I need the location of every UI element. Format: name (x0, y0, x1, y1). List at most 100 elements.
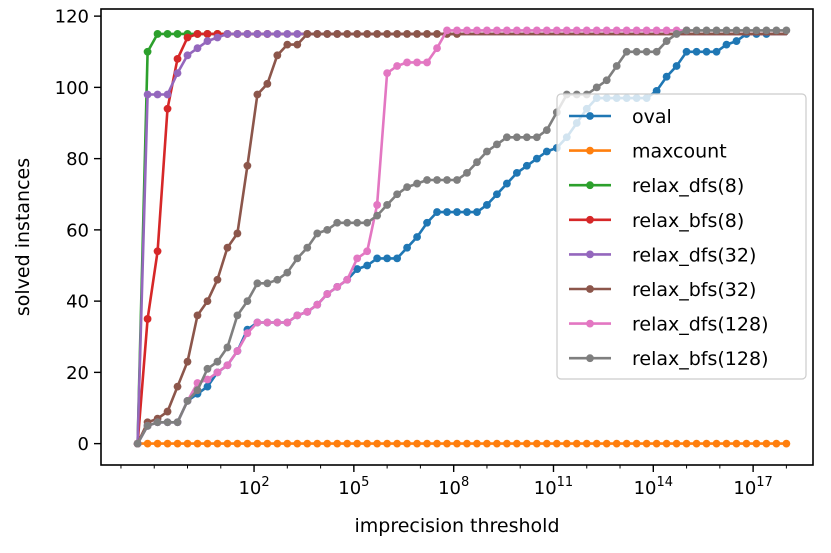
legend-marker (586, 285, 594, 293)
series-point (303, 307, 312, 316)
series-point (443, 439, 451, 448)
series-point (263, 439, 272, 448)
series-point (672, 62, 681, 70)
series-point (682, 26, 691, 35)
series-point (692, 439, 701, 448)
series-point (602, 26, 611, 35)
series-point (343, 439, 352, 448)
series-point (153, 90, 162, 99)
series-point (433, 208, 441, 216)
series-point (303, 439, 312, 448)
series-point (423, 30, 431, 38)
series-point (293, 254, 302, 263)
series-point (373, 254, 382, 263)
series-point (413, 179, 421, 188)
series-point (273, 318, 282, 327)
series-point (273, 439, 282, 448)
series-point (293, 30, 302, 38)
series-point (223, 361, 232, 370)
legend-label: relax_bfs(8) (632, 210, 744, 232)
series-point (253, 279, 262, 288)
series-point (323, 30, 332, 38)
series-point (572, 26, 581, 35)
series-point (642, 47, 651, 56)
x-tick-exponent: 17 (756, 475, 773, 490)
series-point (712, 439, 721, 448)
series-point (253, 318, 262, 327)
series-point (503, 179, 511, 188)
series-point (552, 26, 561, 35)
series-point (483, 26, 491, 35)
series-point (672, 439, 681, 448)
series-point (532, 26, 541, 35)
series-point (622, 26, 631, 35)
series-point (443, 176, 451, 184)
series-point (293, 439, 302, 448)
x-tick-exponent: 8 (461, 475, 469, 490)
series-point (782, 439, 791, 448)
series-point (503, 439, 511, 448)
series-point (512, 168, 521, 177)
series-point (662, 439, 671, 448)
y-axis-label: solved instances (12, 158, 34, 316)
series-point (383, 254, 392, 263)
series-point (193, 439, 202, 448)
series-point (153, 439, 162, 448)
series-point (712, 47, 721, 56)
series-point (522, 161, 531, 170)
series-point (742, 26, 751, 35)
y-tick-label: 120 (55, 7, 89, 28)
series-point (323, 225, 332, 234)
legend-label: maxcount (632, 141, 727, 163)
series-point (702, 26, 711, 35)
x-tick-label: 105 (338, 475, 369, 499)
series-point (193, 386, 202, 395)
series-point (493, 26, 501, 35)
x-tick-exponent: 5 (361, 475, 369, 490)
series-point (203, 30, 212, 38)
series-point (403, 183, 411, 192)
y-tick-label: 40 (66, 292, 89, 313)
series-point (433, 30, 441, 38)
series-point (542, 26, 551, 35)
series-point (562, 26, 571, 35)
x-tick-exponent: 11 (557, 475, 574, 490)
series-point (652, 47, 661, 56)
series-point (313, 439, 322, 448)
series-point (702, 439, 711, 448)
series-point (542, 126, 551, 135)
series-point (572, 439, 581, 448)
series-point (283, 318, 292, 327)
series-point (622, 47, 631, 56)
series-point (173, 30, 182, 38)
y-tick-label: 60 (66, 220, 89, 241)
series-point (762, 439, 771, 448)
series-point (532, 154, 541, 163)
series-point (173, 439, 182, 448)
legend-label: relax_bfs(32) (632, 279, 756, 301)
series-point (473, 439, 481, 448)
series-point (373, 439, 382, 448)
x-tick-base: 10 (534, 478, 557, 499)
series-point (183, 396, 192, 405)
series-point (353, 30, 362, 38)
series-point (263, 30, 272, 38)
series-point (413, 233, 421, 241)
series-point (263, 318, 272, 327)
x-tick-base: 10 (438, 478, 461, 499)
series-point (153, 418, 162, 427)
series-point (303, 243, 312, 252)
legend-marker (586, 319, 594, 328)
series-point (702, 47, 711, 56)
series-point (363, 30, 372, 38)
series-point (203, 364, 212, 373)
series-point (233, 30, 242, 38)
series-point (273, 51, 282, 60)
series-point (522, 133, 531, 142)
x-tick-label: 102 (238, 475, 269, 499)
series-point (253, 30, 262, 38)
series-point (203, 439, 212, 448)
series-point (722, 439, 731, 448)
series-point (453, 176, 461, 184)
series-point (223, 343, 232, 352)
